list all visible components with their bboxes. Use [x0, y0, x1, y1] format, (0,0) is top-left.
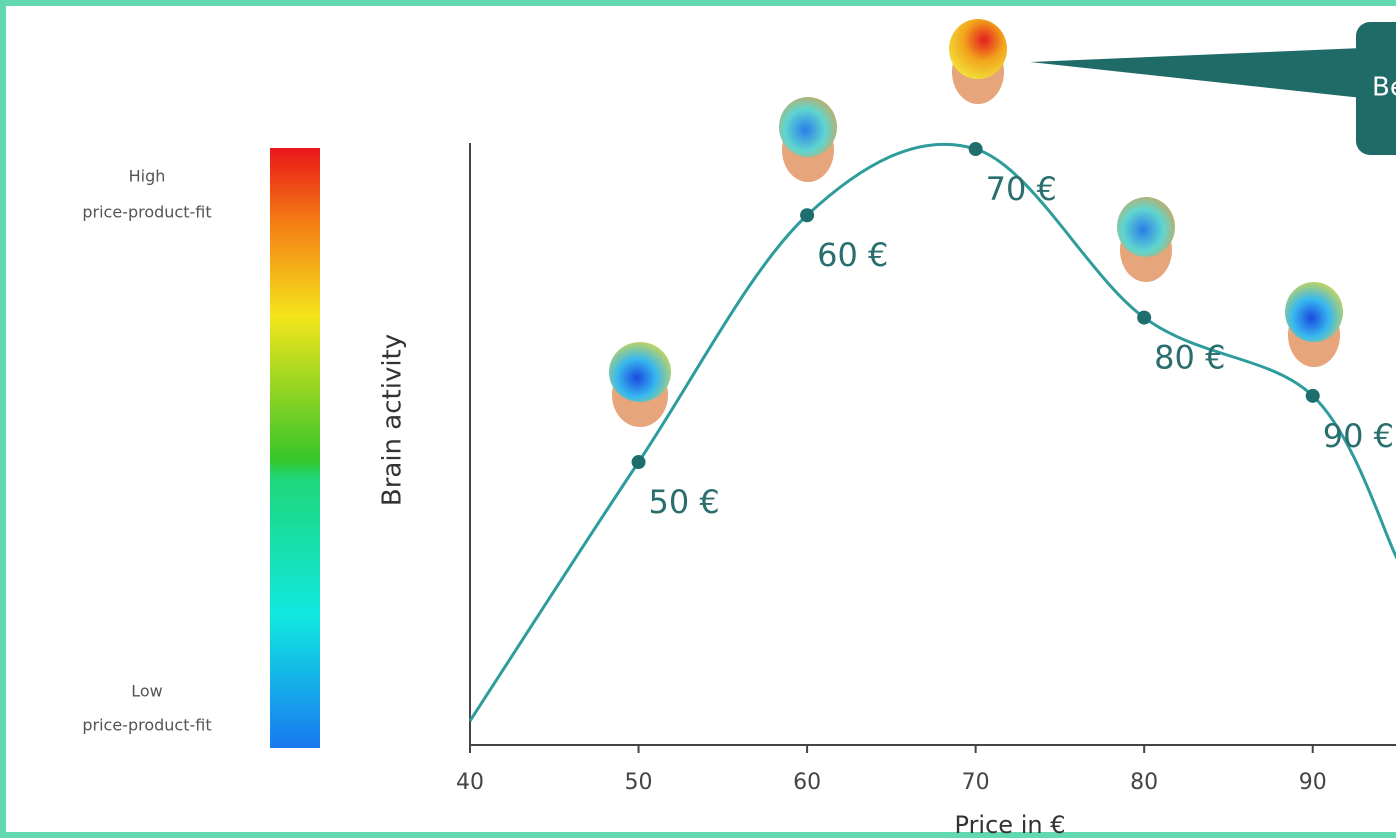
color-bar-low: Low — [131, 682, 163, 701]
point — [1306, 389, 1320, 403]
x-tick-label: 90 — [1299, 770, 1327, 795]
chart: High price-product-fit Low price-product… — [0, 0, 1396, 838]
line — [470, 144, 1396, 721]
head — [1285, 282, 1343, 367]
point-label: 80 € — [1154, 339, 1225, 377]
callout-text: Be — [1372, 73, 1396, 103]
color-bar-high: price-product-fit — [82, 203, 211, 222]
point — [632, 455, 646, 469]
point-label: 60 € — [817, 236, 888, 274]
x-tick-label: 60 — [793, 770, 821, 795]
callout: Be — [1030, 22, 1396, 155]
point — [969, 142, 983, 156]
head — [1117, 197, 1175, 282]
page: {"chart_data": { "type": "line", "x_labe… — [0, 0, 1396, 838]
callout-pointer — [1030, 48, 1362, 98]
x-tick-label: 40 — [456, 770, 484, 795]
y-axis-label: Brain activity — [378, 334, 408, 506]
head — [779, 97, 837, 182]
point-label: 70 € — [986, 170, 1057, 208]
point — [800, 208, 814, 222]
x-tick-label: 50 — [625, 770, 653, 795]
head — [949, 19, 1007, 104]
color-bar-labels: High price-product-fit Low price-product… — [82, 167, 211, 735]
x-tick-label: 80 — [1130, 770, 1158, 795]
color-bar — [270, 148, 320, 748]
point-label: 50 € — [649, 483, 720, 521]
x-axis-label: Price in € — [955, 811, 1066, 838]
x-tick-label: 70 — [962, 770, 990, 795]
point-label: 90 € — [1323, 417, 1394, 455]
color-bar-low: price-product-fit — [82, 716, 211, 735]
point — [1137, 311, 1151, 325]
color-bar-high: High — [129, 167, 166, 186]
frame — [3, 3, 1396, 835]
head — [609, 342, 671, 427]
